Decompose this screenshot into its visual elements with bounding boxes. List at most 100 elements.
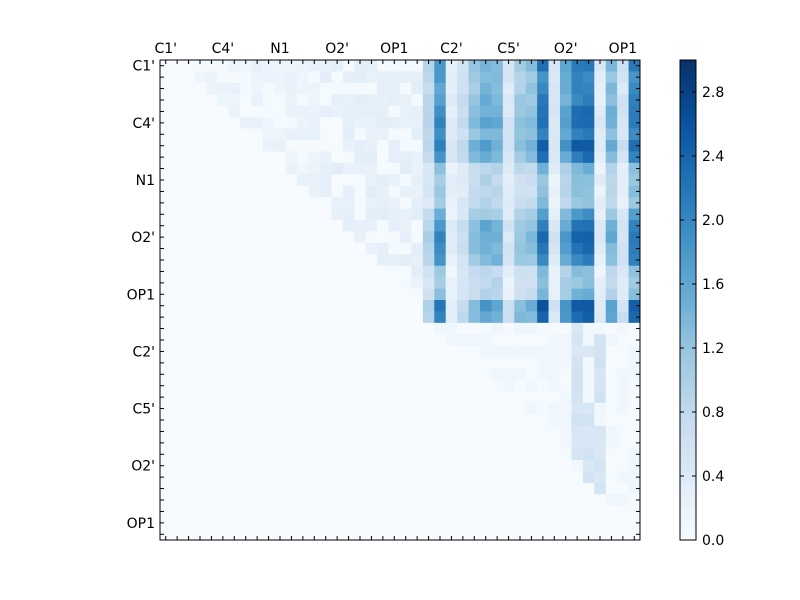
heatmap-cell: [617, 162, 629, 175]
heatmap-cell: [502, 231, 515, 244]
heatmap-cell: [205, 151, 218, 164]
heatmap-cell: [171, 414, 184, 427]
heatmap-cell: [617, 117, 629, 129]
heatmap-cell: [217, 368, 229, 381]
heatmap-cell: [308, 357, 321, 369]
heatmap-cell: [171, 391, 184, 404]
heatmap-cell: [251, 380, 264, 392]
heatmap-cell: [262, 71, 275, 84]
heatmap-cell: [308, 105, 321, 118]
heatmap-cell: [240, 265, 252, 278]
heatmap-cell: [628, 151, 641, 164]
heatmap-cell: [331, 220, 344, 232]
heatmap-cell: [468, 368, 481, 381]
heatmap-cell: [594, 220, 607, 232]
heatmap-cell: [605, 471, 618, 484]
heatmap-cell: [365, 380, 378, 392]
heatmap-cell: [480, 505, 492, 518]
heatmap-cell: [205, 357, 218, 369]
heatmap-cell: [320, 128, 332, 141]
heatmap-cell: [468, 151, 481, 164]
heatmap-cell: [160, 334, 172, 347]
heatmap-cell: [434, 448, 447, 461]
heatmap-cell: [445, 380, 458, 392]
heatmap-cell: [594, 242, 607, 255]
heatmap-cell: [571, 517, 584, 529]
heatmap-cell: [274, 231, 287, 244]
heatmap-cell: [525, 105, 538, 118]
heatmap-cell: [331, 265, 344, 278]
heatmap-cell: [480, 151, 492, 164]
heatmap-cell: [297, 528, 309, 541]
heatmap-cell: [400, 94, 412, 107]
heatmap-cell: [445, 300, 458, 312]
heatmap-cell: [457, 494, 469, 507]
heatmap-cell: [400, 220, 412, 232]
heatmap-cell: [217, 322, 229, 335]
heatmap-cell: [502, 254, 515, 267]
heatmap-cell: [320, 71, 332, 84]
heatmap-cell: [388, 300, 401, 312]
heatmap-cell: [457, 242, 469, 255]
heatmap-cell: [217, 277, 229, 289]
heatmap-cell: [354, 208, 367, 221]
heatmap-cell: [491, 357, 504, 369]
heatmap-cell: [217, 197, 229, 209]
heatmap-cell: [560, 71, 572, 84]
heatmap-cell: [468, 140, 481, 152]
heatmap-cell: [502, 242, 515, 255]
heatmap-cell: [331, 345, 344, 358]
heatmap-cell: [160, 300, 172, 312]
heatmap-cell: [240, 437, 252, 449]
heatmap-cell: [194, 505, 207, 518]
heatmap-cell: [411, 380, 424, 392]
heatmap-cell: [320, 162, 332, 175]
heatmap-cell: [228, 494, 241, 507]
heatmap-cell: [274, 345, 287, 358]
heatmap-cell: [400, 140, 412, 152]
heatmap-cell: [457, 105, 469, 118]
heatmap-cell: [411, 117, 424, 129]
heatmap-cell: [205, 425, 218, 438]
heatmap-cell: [560, 162, 572, 175]
heatmap-cell: [502, 482, 515, 495]
heatmap-cell: [285, 105, 298, 118]
heatmap-cell: [331, 242, 344, 255]
heatmap-cell: [285, 345, 298, 358]
heatmap-cell: [274, 117, 287, 129]
heatmap-cell: [525, 82, 538, 95]
heatmap-cell: [171, 311, 184, 324]
heatmap-cell: [388, 71, 401, 84]
heatmap-cell: [548, 128, 561, 141]
heatmap-cell: [354, 128, 367, 141]
heatmap-cell: [445, 482, 458, 495]
heatmap-cell: [434, 300, 447, 312]
heatmap-cell: [628, 345, 641, 358]
heatmap-cell: [331, 140, 344, 152]
heatmap-cell: [240, 494, 252, 507]
heatmap-cell: [182, 94, 195, 107]
heatmap-cell: [160, 437, 172, 449]
heatmap-cell: [411, 242, 424, 255]
heatmap-cell: [320, 231, 332, 244]
heatmap-cell: [582, 494, 595, 507]
heatmap-cell: [445, 174, 458, 187]
heatmap-cell: [217, 437, 229, 449]
heatmap-cell: [457, 380, 469, 392]
heatmap-cell: [320, 448, 332, 461]
heatmap-cell: [617, 322, 629, 335]
heatmap-cell: [342, 437, 355, 449]
heatmap-cell: [251, 277, 264, 289]
heatmap-cell: [628, 414, 641, 427]
x-tick-label: O2': [325, 41, 349, 57]
heatmap-cell: [240, 60, 252, 72]
heatmap-cell: [285, 71, 298, 84]
heatmap-cell: [194, 208, 207, 221]
heatmap-cell: [445, 505, 458, 518]
heatmap-cell: [342, 254, 355, 267]
heatmap-cell: [560, 220, 572, 232]
heatmap-cell: [182, 277, 195, 289]
heatmap-cell: [400, 185, 412, 198]
heatmap-cell: [217, 494, 229, 507]
heatmap-cell: [182, 334, 195, 347]
